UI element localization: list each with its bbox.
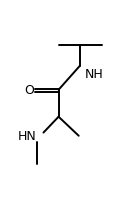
Text: NH: NH bbox=[85, 68, 103, 81]
Text: O: O bbox=[24, 84, 34, 97]
Text: HN: HN bbox=[18, 130, 36, 143]
